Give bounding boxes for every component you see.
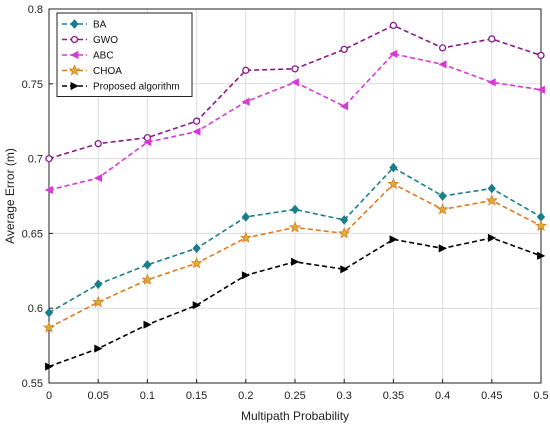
data-point (389, 235, 398, 244)
axis-ticks: 0 0.05 0.1 0.15 0.2 0.25 0.3 0.35 0.4 0.45 0.5 0.55… (22, 4, 549, 402)
data-point (536, 85, 545, 94)
data-point (389, 21, 398, 30)
data-point (290, 78, 299, 87)
data-point (487, 233, 497, 242)
series-proposed-algorithm (45, 233, 546, 371)
data-point (438, 44, 447, 52)
data-point (340, 45, 348, 54)
data-point (436, 203, 449, 215)
data-point (291, 65, 299, 73)
data-point (485, 194, 498, 206)
legend-marker (70, 81, 79, 91)
data-point (290, 204, 300, 215)
data-point (339, 102, 349, 111)
data-point (242, 66, 250, 74)
legend-label: Proposed algorithm (93, 82, 180, 93)
series-ba (44, 162, 546, 318)
legend-marker (70, 50, 79, 60)
data-point (288, 221, 302, 233)
legend-item: ABC (62, 51, 114, 62)
x-tick-label: 0.5 (533, 390, 548, 402)
legend-label: CHOA (93, 66, 122, 77)
legend-marker (70, 35, 79, 44)
data-point (44, 185, 53, 195)
data-point (537, 51, 545, 60)
x-tick-label: 0.05 (87, 390, 108, 402)
legend-marker (70, 19, 79, 29)
legend-item: CHOA (62, 64, 122, 77)
series-line (48, 166, 542, 314)
y-tick-label: 0.75 (22, 79, 43, 91)
data-point (141, 273, 154, 285)
data-point (537, 251, 546, 260)
data-point (389, 49, 398, 58)
x-tick-label: 0.15 (186, 390, 207, 402)
x-tick-label: 0.2 (238, 390, 253, 402)
data-point (241, 212, 250, 222)
data-point (93, 173, 103, 183)
data-point (241, 271, 251, 280)
x-tick-label: 0.35 (383, 390, 404, 402)
data-point (338, 227, 351, 239)
x-tick-label: 0.4 (435, 390, 450, 402)
legend-item: GWO (62, 35, 118, 46)
x-tick-label: 0.1 (140, 390, 155, 402)
y-tick-label: 0.6 (28, 303, 43, 315)
data-point (438, 191, 447, 201)
data-point (45, 362, 54, 371)
data-point (340, 265, 349, 274)
series-group (42, 21, 548, 371)
y-axis-label: Average Error (m) (3, 148, 17, 244)
x-tick-label: 0.3 (337, 390, 352, 402)
legend-item: Proposed algorithm (62, 82, 180, 93)
series-choa (42, 177, 548, 333)
data-point (143, 260, 152, 270)
data-point (92, 295, 105, 308)
data-point (192, 117, 201, 125)
data-point (239, 231, 252, 244)
data-point (192, 301, 201, 310)
data-point (241, 97, 250, 106)
legend: BA GWO ABC CHOA Proposed algorithm (56, 12, 193, 97)
data-point (192, 243, 201, 254)
data-point (94, 344, 103, 353)
data-point (387, 177, 400, 190)
data-point (45, 154, 53, 163)
data-point (487, 183, 496, 194)
y-tick-label: 0.55 (22, 378, 43, 390)
series-gwo (45, 21, 545, 163)
data-point (534, 219, 548, 232)
data-point (488, 35, 496, 43)
y-tick-label: 0.7 (28, 154, 43, 166)
data-point (389, 162, 398, 173)
x-axis-label: Multipath Probability (241, 409, 349, 423)
data-point (291, 257, 300, 266)
data-point (94, 279, 103, 290)
y-tick-label: 0.65 (22, 228, 43, 240)
legend-label: ABC (93, 51, 114, 62)
data-point (192, 127, 201, 136)
x-tick-label: 0.25 (284, 390, 305, 402)
legend-item: BA (62, 19, 107, 31)
y-tick-label: 0.8 (28, 4, 43, 16)
legend-label: GWO (93, 35, 118, 46)
data-point (190, 256, 203, 269)
legend-label: BA (93, 20, 107, 31)
data-point (44, 307, 54, 318)
x-tick-label: 0 (46, 390, 52, 402)
data-point (143, 138, 152, 147)
data-point (42, 321, 56, 333)
x-tick-label: 0.45 (481, 390, 502, 402)
data-point (487, 78, 496, 87)
data-point (340, 215, 349, 225)
data-point (143, 320, 152, 329)
legend-marker (68, 64, 81, 76)
data-point (94, 139, 102, 148)
data-point (438, 244, 447, 253)
data-point (438, 60, 447, 69)
series-abc (44, 49, 545, 195)
